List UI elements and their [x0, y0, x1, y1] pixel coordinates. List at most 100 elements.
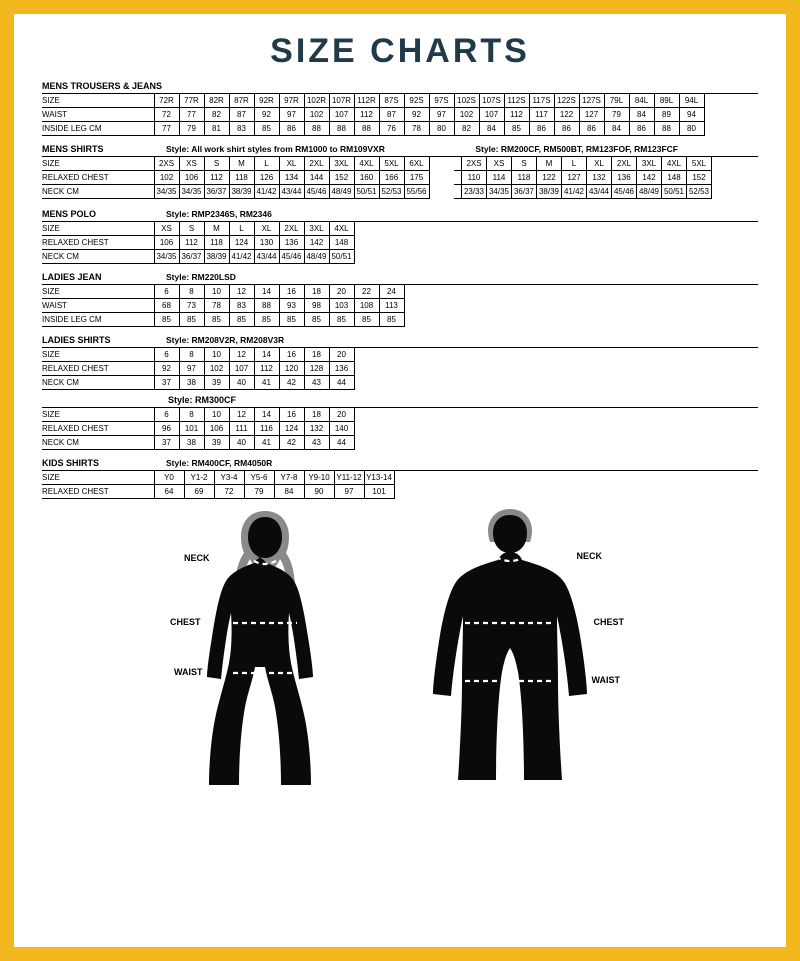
- data-cell: 112: [504, 108, 529, 122]
- table-row: 110114118122127132136142148152: [454, 171, 712, 185]
- data-cell: 44: [329, 436, 354, 450]
- data-cell: 142: [637, 171, 662, 185]
- section-mens-trousers: MENS TROUSERS & JEANS SIZE72R77R82R87R92…: [42, 79, 758, 136]
- data-cell: 92: [254, 108, 279, 122]
- data-cell: 166: [379, 171, 404, 185]
- data-cell: 34/35: [154, 250, 179, 264]
- data-cell: 118: [512, 171, 537, 185]
- table-kids-shirts: SIZEY0Y1-2Y3-4Y5-6Y7-8Y9-10Y11-12Y13-14R…: [42, 471, 395, 499]
- section-mens-shirts: MENS SHIRTS Style: All work shirt styles…: [42, 142, 758, 201]
- table-row: NECK CM3738394041424344: [42, 376, 354, 390]
- table-row: RELAXED CHEST96101106111116124132140: [42, 422, 354, 436]
- data-cell: 76: [379, 122, 404, 136]
- table-ladies-shirts-1: SIZE68101214161820RELAXED CHEST929710210…: [42, 348, 355, 390]
- data-cell: 24: [379, 285, 404, 299]
- chest-label: CHEST: [170, 617, 201, 627]
- data-cell: 3XL: [304, 222, 329, 236]
- row-label: NECK CM: [42, 250, 154, 264]
- data-cell: 34/35: [487, 185, 512, 199]
- data-cell: 3XL: [329, 157, 354, 171]
- data-cell: 107R: [329, 94, 354, 108]
- data-cell: 160: [354, 171, 379, 185]
- data-cell: 23/33: [462, 185, 487, 199]
- male-silhouette-icon: [390, 505, 630, 805]
- table-row: RELAXED CHEST9297102107112120128136: [42, 362, 354, 376]
- row-label: INSIDE LEG CM: [42, 313, 154, 327]
- data-cell: XL: [279, 157, 304, 171]
- female-silhouette-icon: [170, 505, 360, 785]
- data-cell: 136: [279, 236, 304, 250]
- data-cell: XL: [254, 222, 279, 236]
- data-cell: 18: [304, 348, 329, 362]
- data-cell: 84: [274, 485, 304, 499]
- data-cell: 85: [179, 313, 204, 327]
- data-cell: 14: [254, 285, 279, 299]
- data-cell: 52/53: [687, 185, 712, 199]
- data-cell: XL: [587, 157, 612, 171]
- data-cell: 120: [279, 362, 304, 376]
- data-cell: 41/42: [254, 185, 279, 199]
- data-cell: 152: [687, 171, 712, 185]
- data-cell: 118: [204, 236, 229, 250]
- data-cell: 102: [204, 362, 229, 376]
- data-cell: 68: [154, 299, 179, 313]
- female-figure: NECK CHEST WAIST: [170, 505, 360, 805]
- table-row: SIZE2XSXSSMLXL2XL3XL4XL5XL6XL: [42, 157, 429, 171]
- data-cell: 87R: [229, 94, 254, 108]
- data-cell: L: [229, 222, 254, 236]
- data-cell: 122: [554, 108, 579, 122]
- data-cell: 117S: [529, 94, 554, 108]
- neck-label: NECK: [184, 553, 210, 563]
- data-cell: 97: [334, 485, 364, 499]
- data-cell: 136: [329, 362, 354, 376]
- row-label: INSIDE LEG CM: [42, 122, 154, 136]
- data-cell: 72: [154, 108, 179, 122]
- data-cell: 128: [304, 362, 329, 376]
- data-cell: 85: [154, 313, 179, 327]
- data-cell: 107: [329, 108, 354, 122]
- size-figures: NECK CHEST WAIST NECK CHEST WAIST: [42, 505, 758, 811]
- row-label: RELAXED CHEST: [42, 171, 154, 185]
- data-cell: 42: [279, 436, 304, 450]
- data-cell: 88: [304, 122, 329, 136]
- data-cell: 39: [204, 376, 229, 390]
- data-cell: 50/51: [354, 185, 379, 199]
- data-cell: 107: [479, 108, 504, 122]
- data-cell: 40: [229, 376, 254, 390]
- data-cell: 2XL: [612, 157, 637, 171]
- data-cell: 12: [229, 348, 254, 362]
- data-cell: 78: [204, 299, 229, 313]
- data-cell: 85: [304, 313, 329, 327]
- section-title: MENS TROUSERS & JEANS: [42, 81, 162, 91]
- data-cell: L: [254, 157, 279, 171]
- data-cell: 64: [154, 485, 184, 499]
- data-cell: 14: [254, 408, 279, 422]
- data-cell: 134: [279, 171, 304, 185]
- section-title: KIDS SHIRTS: [42, 458, 152, 468]
- data-cell: 41: [254, 436, 279, 450]
- data-cell: XS: [154, 222, 179, 236]
- data-cell: Y0: [154, 471, 184, 485]
- data-cell: 38: [179, 436, 204, 450]
- data-cell: 20: [329, 285, 354, 299]
- data-cell: 20: [329, 348, 354, 362]
- data-cell: 22: [354, 285, 379, 299]
- data-cell: 2XS: [154, 157, 179, 171]
- table-row: NECK CM34/3536/3738/3941/4243/4445/4648/…: [42, 250, 354, 264]
- data-cell: Y13-14: [364, 471, 394, 485]
- data-cell: 72: [214, 485, 244, 499]
- data-cell: Y5-6: [244, 471, 274, 485]
- row-label: SIZE: [42, 157, 154, 171]
- data-cell: 112: [204, 171, 229, 185]
- row-label: WAIST: [42, 299, 154, 313]
- data-cell: 84: [629, 108, 654, 122]
- style-note: Style: RM400CF, RM4050R: [166, 458, 272, 468]
- data-cell: 37: [154, 436, 179, 450]
- data-cell: 41/42: [562, 185, 587, 199]
- data-cell: 107S: [479, 94, 504, 108]
- row-label: SIZE: [42, 348, 154, 362]
- data-cell: 106: [179, 171, 204, 185]
- data-cell: 41/42: [229, 250, 254, 264]
- data-cell: Y1-2: [184, 471, 214, 485]
- data-cell: 52/53: [379, 185, 404, 199]
